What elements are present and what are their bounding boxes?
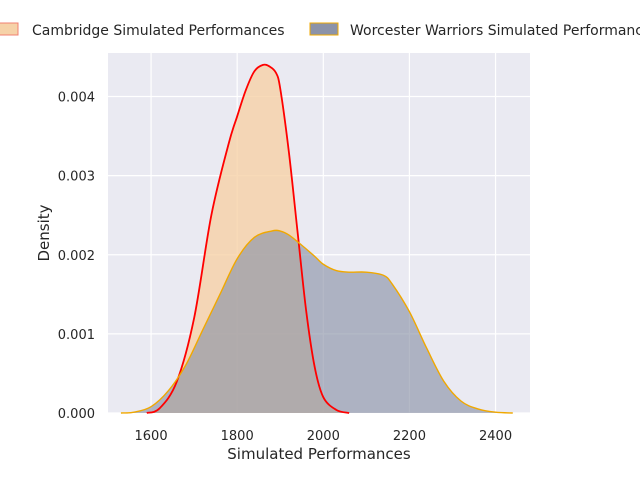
density-line-cambridge [146, 63, 350, 414]
x-tick-label: 2400 [479, 429, 512, 444]
density-line-worcester [120, 229, 513, 414]
x-tick-label: 1800 [221, 429, 254, 444]
legend: Cambridge Simulated Performances Worcest… [0, 22, 640, 39]
legend-label-worcester: Worcester Warriors Simulated Performance… [350, 23, 640, 39]
x-axis-label: Simulated Performances [227, 445, 411, 463]
legend-swatch-worcester [309, 22, 339, 36]
density-area-worcester [120, 230, 513, 413]
density-areas [120, 63, 513, 414]
x-tick-label: 2000 [307, 429, 340, 444]
y-tick-label: 0.001 [58, 328, 95, 343]
y-tick-label: 0.000 [58, 407, 95, 422]
y-tick-label: 0.003 [58, 170, 95, 185]
x-tick-label: 2200 [393, 429, 426, 444]
x-tick-label: 1600 [135, 429, 168, 444]
x-tick-labels: 1600 1800 2000 2200 2400 [135, 429, 513, 444]
legend-swatch-cambridge [0, 22, 19, 36]
y-tick-labels: 0.000 0.001 0.002 0.003 0.004 [58, 91, 95, 422]
y-tick-label: 0.002 [58, 249, 95, 264]
y-tick-label: 0.004 [58, 91, 95, 106]
y-axis-label: Density [35, 204, 53, 261]
legend-label-cambridge: Cambridge Simulated Performances [32, 23, 285, 39]
